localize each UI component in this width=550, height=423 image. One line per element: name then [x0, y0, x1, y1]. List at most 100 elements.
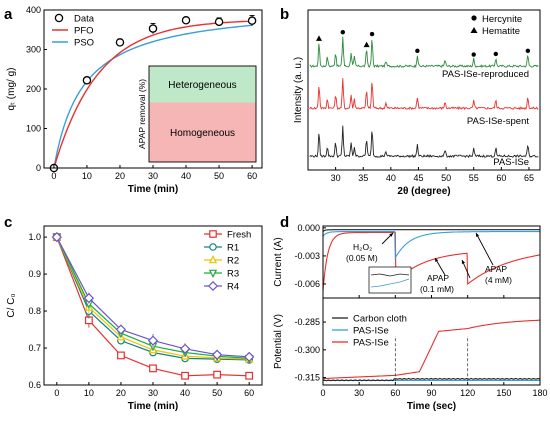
x-tick-label: 20	[115, 171, 125, 181]
xrd-pattern-line	[309, 125, 539, 159]
point-fresh	[245, 371, 254, 380]
x-tick-label: 120	[460, 388, 475, 398]
x-tick-label: 30	[354, 388, 364, 398]
x-tick-label: 10	[84, 388, 94, 398]
current-inset-black	[370, 273, 410, 277]
legend-hematite-label: Hematite	[482, 26, 520, 37]
panel-a: a 0 10 20 30 40 50 60 0 100 200 300 400 Time (min) qₜ …	[4, 5, 263, 195]
point-r4	[211, 349, 223, 360]
legend-marker-r3	[208, 269, 218, 279]
x-tick-label: 40	[386, 173, 396, 183]
x-tick-label: 0	[320, 388, 325, 398]
y-axis-label: C/ C₀	[6, 293, 17, 317]
data-point	[181, 16, 191, 25]
point-fresh	[181, 371, 189, 380]
legend-marker-r1	[209, 243, 217, 251]
annotation-apap-1: APAP	[427, 273, 449, 283]
y-tick-label-bottom: -0.315	[294, 373, 320, 383]
legend-label-d: PAS-ISe	[353, 338, 389, 349]
y-tick-label: 0	[36, 163, 41, 173]
data-point	[214, 17, 224, 27]
panel-label-a: a	[4, 6, 13, 23]
data-point	[82, 76, 92, 85]
point-r4	[115, 324, 127, 335]
hercynite-marker	[525, 48, 531, 54]
x-tick-label: 40	[180, 388, 190, 398]
annotation-apap-1-conc: (0.1 mM)	[420, 284, 454, 294]
legend-marker-fresh	[209, 230, 217, 238]
panel-label-c: c	[4, 214, 12, 231]
current-pas-ise-blue	[322, 231, 540, 260]
hercynite-marker	[415, 48, 420, 54]
arrow-apap-1-head	[435, 258, 439, 262]
y-tick-label-top: 0.000	[297, 223, 320, 233]
hematite-marker	[363, 41, 370, 48]
data-point	[115, 38, 125, 47]
x-tick-label: 60	[244, 388, 254, 398]
legend-label-r4: R4	[227, 282, 239, 293]
x-tick-label: 60	[390, 388, 400, 398]
arrow-h2o2-head	[389, 233, 393, 237]
hercynite-marker	[369, 31, 375, 37]
x-axis-label: 2θ (degree)	[397, 186, 450, 197]
panel-b: b PAS-ISe-reproduced PAS-ISe-spent PAS-ISe H…	[280, 6, 541, 197]
legend-pfo-label: PFO	[74, 26, 94, 37]
legend-data-marker	[54, 13, 64, 23]
annotation-h2o2-conc: (0.05 M)	[346, 253, 378, 263]
y-axis-label-bottom: Potential (V)	[273, 314, 284, 369]
y-axis-label-top: Current (A)	[273, 237, 284, 286]
legend-label-d: PAS-ISe	[353, 326, 389, 337]
arrow-apap-2-b	[475, 232, 494, 266]
potential-pas-ise-red	[323, 319, 540, 380]
x-tick-label: 150	[496, 388, 511, 398]
current-inset-frame	[368, 266, 412, 294]
x-tick-label: 60	[496, 173, 506, 183]
x-tick-label: 90	[426, 388, 436, 398]
point-fresh	[213, 370, 222, 379]
legend-data-label: Data	[74, 14, 95, 25]
inset-top-label: Heterogeneous	[168, 80, 236, 91]
point-fresh	[149, 364, 157, 373]
current-inset-blue	[370, 278, 410, 288]
x-tick-label: 55	[469, 173, 479, 183]
y-tick-label-top: -0.003	[294, 251, 320, 261]
point-r4	[244, 351, 255, 363]
potential-carbon-cloth	[322, 377, 541, 382]
panel-label-b: b	[280, 6, 289, 23]
x-axis-label: Time (sec)	[407, 401, 456, 412]
x-tick-label: 45	[413, 173, 423, 183]
hematite-marker	[316, 35, 322, 41]
inset-frame	[148, 65, 257, 163]
x-tick-label: 20	[116, 388, 126, 398]
y-tick-label: 0.9	[28, 269, 41, 279]
y-tick-label: 400	[26, 5, 41, 15]
y-tick-label: 0.8	[28, 306, 41, 316]
y-tick-label: 200	[26, 84, 41, 94]
legend-label-d: Carbon cloth	[353, 314, 407, 325]
x-tick-label: 10	[82, 171, 92, 181]
annotation-apap-2-conc: (4 mM)	[485, 275, 512, 285]
legend-marker-r4	[207, 280, 219, 292]
legend-label-r1: R1	[227, 243, 239, 254]
series-label-fresh: PAS-ISe	[493, 157, 529, 168]
legend-pso-label: PSO	[74, 38, 94, 49]
arrow-apap-2-b-head	[476, 233, 480, 237]
inset-bottom-label: Homogeneous	[170, 128, 235, 139]
x-tick-label: 50	[212, 388, 222, 398]
panel-c: c 0 10 20 30 40 50 60 0.6 0.7 0.8 0.9 1.0 Time (min) C…	[4, 214, 263, 412]
y-tick-label-bottom: -0.285	[294, 317, 320, 327]
legend-hercynite-marker	[471, 15, 477, 21]
xrd-pattern-line	[309, 78, 539, 111]
arrow-apap-2-a-head	[461, 260, 466, 264]
point-r4	[179, 343, 191, 354]
x-tick-label: 40	[181, 171, 191, 181]
x-tick-label: 35	[358, 173, 368, 183]
panel-label-d: d	[280, 214, 289, 231]
legend-label-r3: R3	[227, 269, 239, 280]
x-tick-label: 65	[524, 173, 534, 183]
y-tick-label: 300	[26, 45, 41, 55]
y-tick-label: 100	[26, 124, 41, 134]
x-axis-label: Time (min)	[128, 184, 178, 195]
